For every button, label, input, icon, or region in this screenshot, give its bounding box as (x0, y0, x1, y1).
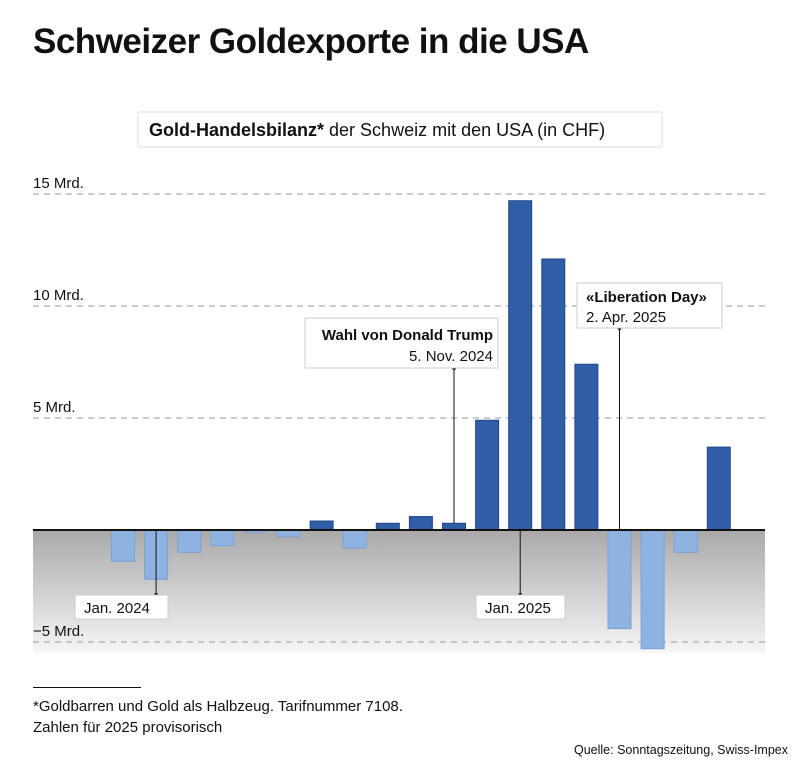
annotations: Jan. 2024 Wahl von Donald Trump 5. Nov. 20… (74, 282, 723, 620)
bar (111, 529, 135, 562)
annotation-box (304, 317, 499, 369)
annotation-box (74, 594, 169, 620)
bar (574, 363, 599, 531)
bars (111, 200, 731, 650)
bar-chart: 15 Mrd. 10 Mrd. 5 Mrd. −5 Mrd. Jan. 2024 Wah… (33, 111, 765, 654)
bar (607, 529, 632, 630)
annotation-callout: Wahl von Donald Trump 5. Nov. 2024 (304, 317, 499, 524)
bar (706, 446, 731, 531)
annotation-title: Wahl von Donald Trump (322, 327, 493, 344)
chart-title: Schweizer Goldexporte in die USA (33, 22, 589, 61)
y-tick-label: 5 Mrd. (33, 399, 76, 416)
y-tick-label: 15 Mrd. (33, 175, 84, 192)
annotation-callout: Jan. 2025 (475, 530, 566, 620)
annotation-date: Jan. 2025 (485, 600, 551, 617)
subtitle-rest: der Schweiz mit den USA (in CHF) (324, 120, 605, 140)
annotation-box (576, 282, 723, 329)
footnote-line-1: *Goldbarren und Gold als Halbzeug. Tarif… (33, 698, 403, 715)
bar (475, 419, 500, 531)
subtitle-bold: Gold-Handelsbilanz* (149, 120, 324, 140)
chart-subtitle-box: Gold-Handelsbilanz* der Schweiz mit den … (137, 111, 663, 148)
bar (309, 520, 334, 531)
bar (673, 529, 698, 553)
annotation-title: «Liberation Day» (586, 289, 707, 306)
annotation-date: Jan. 2024 (84, 600, 150, 617)
bar (508, 200, 533, 531)
bar (375, 522, 400, 531)
annotation-box (475, 594, 566, 620)
bar (442, 522, 466, 531)
bar (210, 529, 235, 547)
footnote: *Goldbarren und Gold als Halbzeug. Tarif… (33, 696, 403, 738)
bar (640, 529, 665, 650)
bar (342, 529, 367, 549)
annotation-callout: «Liberation Day» 2. Apr. 2025 (576, 282, 723, 530)
bar (177, 529, 202, 553)
source-credit: Quelle: Sonntagszeitung, Swiss-Impex (574, 743, 788, 757)
annotation-callout: Jan. 2024 (74, 530, 169, 620)
footnote-line-2: Zahlen für 2025 provisorisch (33, 719, 223, 736)
y-tick-label: 10 Mrd. (33, 287, 84, 304)
y-axis-labels: 15 Mrd. 10 Mrd. 5 Mrd. −5 Mrd. (33, 175, 84, 640)
bar (276, 529, 301, 538)
annotation-date: 5. Nov. 2024 (409, 348, 493, 365)
footnote-rule (33, 687, 141, 688)
bar (541, 258, 566, 531)
y-tick-label: −5 Mrd. (33, 623, 84, 640)
bar (408, 516, 433, 531)
annotation-date: 2. Apr. 2025 (586, 309, 666, 326)
svg-text:Gold-Handelsbilanz* der Schwei: Gold-Handelsbilanz* der Schweiz mit den … (149, 120, 605, 140)
